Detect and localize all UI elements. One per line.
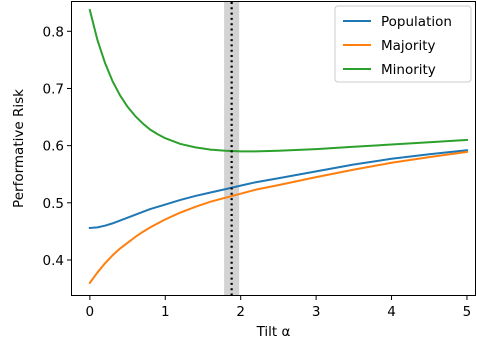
legend-label-minority: Minority <box>381 62 436 78</box>
y-tick-label: 0.5 <box>43 196 64 212</box>
y-tick-label: 0.6 <box>43 139 64 155</box>
plot-frame <box>71 1 476 296</box>
x-axis-label: Tilt α <box>256 324 291 340</box>
y-tick-label: 0.8 <box>43 24 64 40</box>
y-axis-label: Performative Risk <box>11 89 27 208</box>
x-tick-label: 0 <box>86 304 95 320</box>
y-tick-label: 0.7 <box>43 81 64 97</box>
legend-label-population: Population <box>381 14 452 30</box>
x-axis-ticks: 0 1 2 3 4 5 <box>86 296 472 320</box>
legend: Population Majority Minority <box>334 5 472 83</box>
x-tick-label: 5 <box>463 304 472 320</box>
legend-label-majority: Majority <box>381 38 436 54</box>
y-axis-ticks: 0.4 0.5 0.6 0.7 0.8 <box>43 24 71 269</box>
vline-band <box>224 2 240 295</box>
series-line-majority <box>88 150 469 285</box>
x-tick-label: 1 <box>161 304 170 320</box>
x-tick-label: 2 <box>236 304 245 320</box>
series-line-minority <box>88 8 469 153</box>
x-tick-label: 3 <box>312 304 321 320</box>
x-tick-label: 4 <box>387 304 396 320</box>
y-tick-label: 0.4 <box>43 253 64 269</box>
vline-band-layer <box>224 2 240 295</box>
series-layer <box>88 8 469 285</box>
legend-box <box>334 5 472 83</box>
series-line-population <box>88 149 469 230</box>
